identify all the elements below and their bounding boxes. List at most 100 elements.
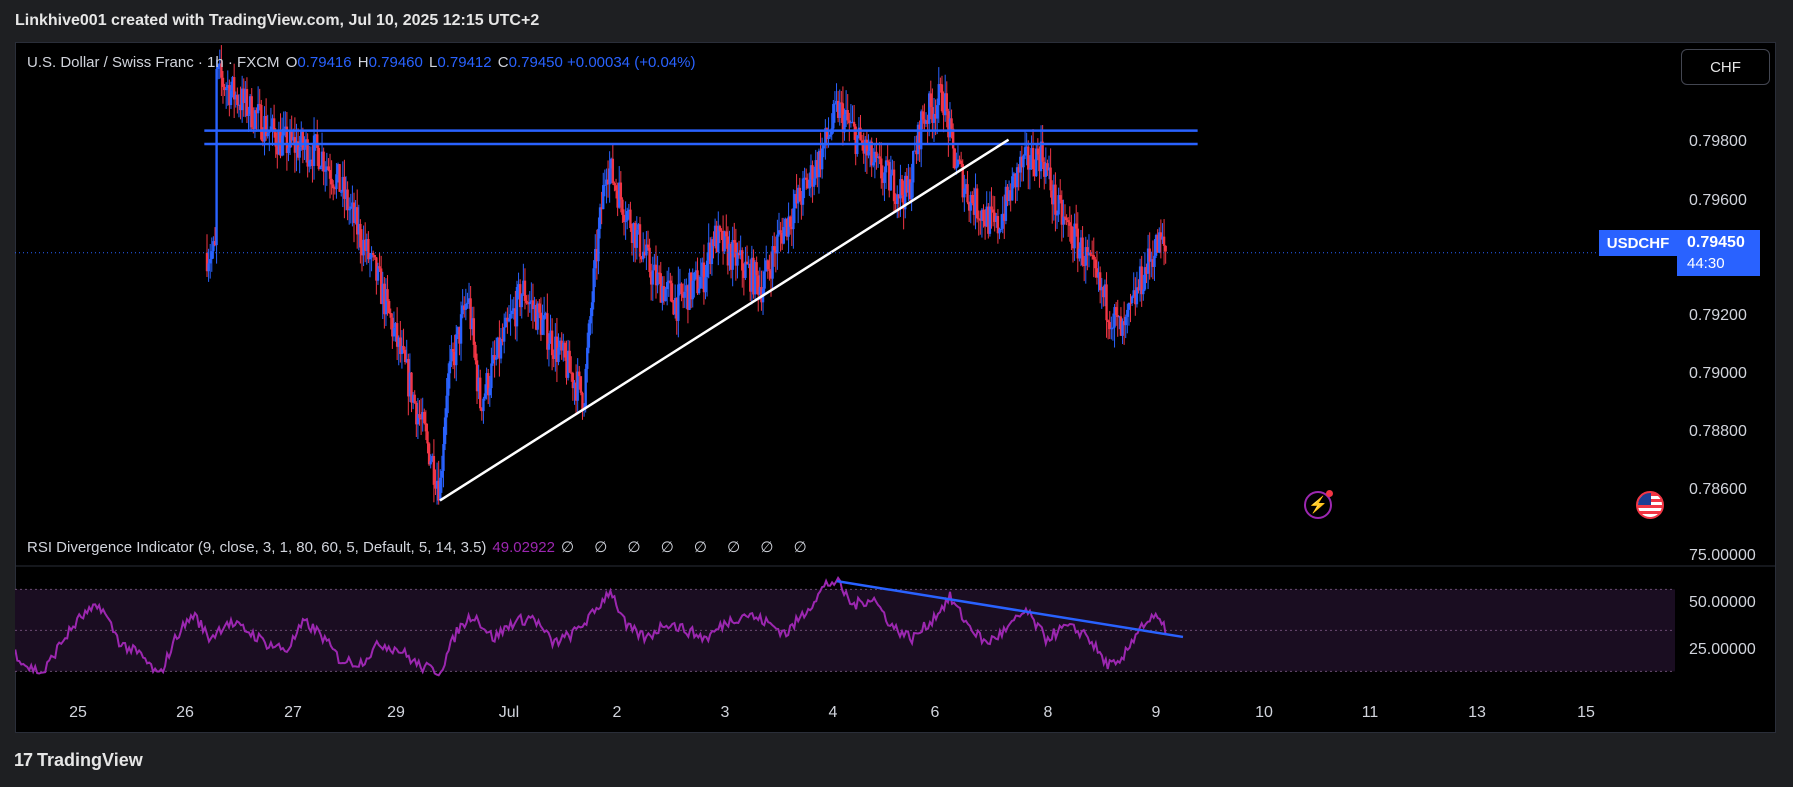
candle-body [1038, 154, 1041, 172]
candle-body [993, 212, 996, 222]
candle-body [528, 301, 531, 305]
candle-body [362, 239, 365, 256]
candle-body [579, 376, 583, 393]
candle-body [800, 201, 803, 205]
candle-body [450, 348, 453, 362]
candle-body [566, 350, 570, 378]
candle-body [472, 318, 476, 345]
candle-body [445, 395, 448, 418]
candle-body [867, 151, 870, 156]
candle-body [616, 190, 619, 208]
candle-body [578, 371, 581, 377]
candle-body [773, 246, 776, 251]
candle-body [296, 141, 300, 158]
candle-body [900, 179, 904, 196]
candle-body [469, 298, 472, 330]
candle-body [1150, 259, 1153, 262]
candle-body [1086, 247, 1089, 256]
candle-body [1127, 302, 1131, 310]
candle-body [709, 242, 712, 265]
candle-body [1071, 243, 1075, 249]
candle-body [972, 203, 976, 215]
candle-body [1049, 167, 1052, 191]
candle-body [439, 477, 442, 501]
candle-body [386, 289, 389, 302]
candle-body [673, 298, 677, 315]
candle-body [969, 194, 972, 211]
candle-body [784, 218, 787, 228]
open-label: O [285, 54, 298, 71]
candle-body [852, 121, 856, 127]
candle-body [539, 312, 543, 335]
candle-body [1060, 199, 1064, 225]
candle-body [1137, 287, 1140, 291]
symbol-title[interactable]: U.S. Dollar / Swiss Franc · 1h · FXCM [27, 54, 280, 71]
candle-body [685, 285, 688, 292]
chart-canvas[interactable] [15, 42, 1776, 733]
candle-body [600, 207, 603, 210]
candle-body [1097, 272, 1100, 278]
time-tick-label: 15 [1577, 704, 1595, 721]
candle-body [640, 256, 643, 260]
last-price-value: 0.79450 [1687, 234, 1745, 251]
candle-body [1022, 155, 1025, 168]
candle-body [1059, 195, 1062, 200]
candle-body [939, 84, 942, 86]
candle-body [681, 294, 685, 298]
candle-body [544, 313, 547, 316]
currency-button[interactable]: CHF [1681, 49, 1770, 85]
candle-body [570, 372, 573, 374]
candle-body [872, 162, 875, 166]
candle-body [1044, 163, 1048, 177]
candle-body [899, 179, 902, 199]
candle-body [967, 202, 971, 211]
candle-body [886, 160, 889, 162]
candle-body [394, 323, 397, 328]
candle-body [926, 120, 929, 124]
candle-body [427, 443, 431, 465]
candle-body [215, 68, 218, 246]
candle-body [244, 89, 247, 103]
bar-countdown: 44:30 [1687, 255, 1725, 272]
tradingview-mark-icon: 17 [14, 750, 33, 770]
candle-body [509, 314, 512, 319]
candle-body [431, 456, 434, 462]
candle-body [753, 262, 757, 295]
candle-body [226, 85, 229, 89]
candle-body [715, 225, 718, 252]
candle-body [598, 207, 602, 229]
tradingview-logo-text: TradingView [37, 750, 143, 770]
candle-body [348, 208, 351, 211]
candle-body [991, 209, 995, 213]
candle-body [1113, 307, 1116, 328]
candle-body [479, 377, 482, 409]
candle-body [990, 206, 993, 210]
candle-body [322, 151, 325, 172]
candle-body [1162, 236, 1166, 246]
candle-body [397, 337, 400, 347]
candle-body [595, 249, 599, 262]
tradingview-logo[interactable]: 17 TradingView [14, 750, 143, 771]
candle-body [696, 270, 699, 294]
candle-body [964, 184, 968, 189]
candle-body [1110, 328, 1113, 330]
candle-body [912, 150, 915, 183]
rsi-title[interactable]: RSI Divergence Indicator (9, close, 3, 1… [27, 539, 487, 556]
candle-body [905, 175, 909, 193]
candle-body [493, 355, 496, 360]
candle-body [875, 151, 878, 158]
candle-body [656, 272, 659, 286]
candle-body [670, 283, 674, 302]
lightning-icon[interactable]: ⚡ [1304, 490, 1333, 519]
candle-body [466, 302, 469, 304]
candle-body [694, 270, 698, 273]
candle-body [597, 228, 600, 262]
candle-body [574, 382, 578, 401]
candle-body [1092, 255, 1095, 260]
candle-body [622, 214, 626, 223]
us-flag-icon[interactable] [1636, 491, 1664, 519]
candle-body [932, 113, 936, 123]
rsi-placeholders: ∅ ∅ ∅ ∅ ∅ ∅ ∅ ∅ [561, 539, 815, 556]
attribution-text: Linkhive001 created with TradingView.com… [15, 12, 540, 29]
candle-body [352, 202, 356, 223]
